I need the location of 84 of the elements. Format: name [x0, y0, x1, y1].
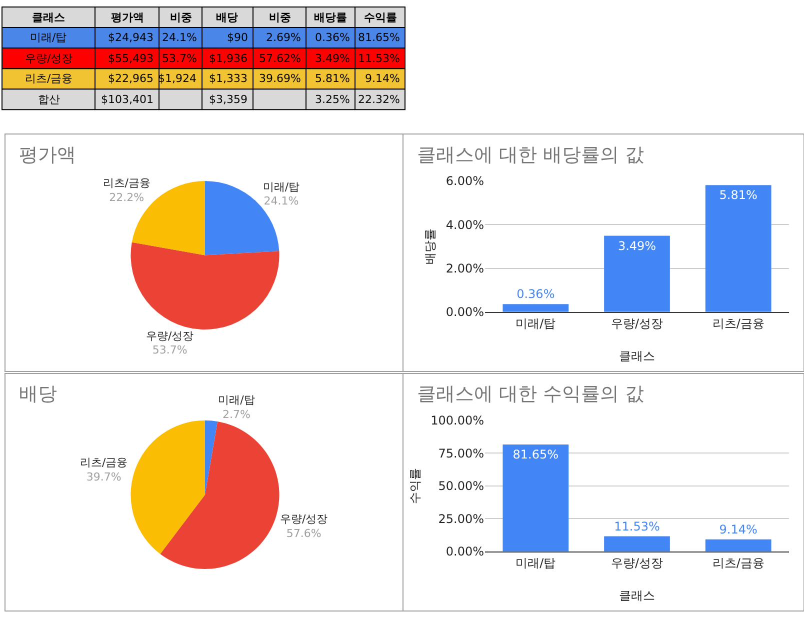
bar [502, 444, 569, 552]
pie-slice [130, 242, 280, 330]
text: 5.81% [315, 72, 350, 85]
bar [604, 236, 670, 312]
y-tick-label: 0.00% [446, 544, 484, 559]
text: 57.62% [259, 52, 301, 65]
x-axis-title: 클래스 [619, 588, 655, 603]
text: $1,333 [209, 72, 248, 85]
text: $24,943 [108, 31, 154, 44]
bar [705, 185, 772, 312]
data-label: 9.14% [719, 522, 758, 536]
text: $22,965 [108, 72, 154, 85]
y-tick-label: 50.00% [438, 479, 484, 494]
y-tick-label: 6.00% [446, 174, 484, 188]
y-axis-title: 배당률 [423, 228, 438, 264]
text: 3.25% [315, 93, 350, 106]
text: 비중 [170, 11, 192, 24]
slice-label: 리츠/금융 [80, 456, 128, 470]
text: 3.49% [315, 52, 350, 65]
text: 합산 [38, 93, 60, 106]
y-tick-label: 0.00% [446, 305, 484, 320]
text: 2.69% [266, 31, 301, 44]
x-axis-title: 클래스 [619, 349, 655, 364]
slice-label: 우량/성장 [146, 329, 194, 342]
text: 리츠/금융 [25, 72, 73, 85]
text: $3,359 [209, 93, 248, 106]
text: $1,936 [209, 52, 248, 65]
data-label: 5.81% [719, 188, 758, 202]
slice-label: 미래/탑 [218, 393, 255, 406]
y-tick-label: 2.00% [446, 261, 484, 276]
x-tick-label: 리츠/금융 [712, 316, 764, 330]
chart-title: 클래스에 대한 배당률의 값 [417, 144, 644, 166]
text: 비중 [269, 11, 291, 24]
text: 배당률 [314, 11, 347, 24]
text: 53.7% [162, 52, 197, 65]
text: 22.32% [358, 93, 400, 106]
text: 0.36% [315, 31, 350, 44]
pie-slice [205, 420, 218, 495]
data-label: 2.7% [222, 408, 250, 421]
text: $103,401 [101, 93, 154, 106]
x-tick-label: 리츠/금융 [712, 556, 764, 570]
text: 평가액 [111, 11, 144, 24]
x-tick-label: 우량/성장 [610, 556, 664, 570]
data-label: 39.7% [86, 470, 122, 484]
text: 미래/탑 [30, 31, 67, 44]
text: 배당 [216, 11, 238, 24]
chart-title: 배당 [19, 383, 57, 405]
text: $55,493 [108, 52, 154, 65]
bar [705, 539, 772, 552]
bar [502, 304, 569, 312]
data-label: 57.6% [286, 527, 322, 540]
y-axis-title: 수익률 [408, 468, 422, 504]
x-tick-label: 미래/탑 [516, 556, 556, 570]
slice-label: 미래/탑 [262, 180, 300, 194]
text: $90 [227, 31, 248, 44]
text: 81.65% [358, 31, 400, 44]
slice-label: 우량/성장 [280, 512, 328, 526]
text: 수익률 [364, 11, 397, 24]
y-tick-label: 4.00% [446, 218, 484, 232]
data-label: 24.1% [264, 194, 299, 208]
text: 클래스 [32, 11, 65, 24]
text: 24.1% [162, 31, 197, 44]
y-tick-label: 25.00% [438, 512, 484, 526]
x-tick-label: 우량/성장 [610, 316, 664, 330]
text: $1,924 [158, 72, 196, 85]
data-label: 81.65% [512, 447, 559, 462]
y-tick-label: 75.00% [438, 446, 484, 460]
chart-title: 클래스에 대한 수익률의 값 [417, 383, 644, 405]
chart-title: 평가액 [19, 144, 76, 166]
data-label: 11.53% [614, 519, 660, 534]
data-label: 3.49% [618, 238, 656, 253]
x-tick-label: 미래/탑 [516, 316, 556, 330]
data-label: 22.2% [109, 190, 144, 204]
y-tick-label: 100.00% [430, 414, 484, 428]
slice-label: 리츠/금융 [102, 176, 150, 190]
text: 39.69% [259, 72, 301, 85]
pie-slice [130, 420, 205, 554]
text: 11.53% [358, 52, 400, 65]
pie-slice [160, 421, 280, 569]
bar [604, 536, 670, 552]
text: 9.14% [365, 72, 400, 85]
text: 우량/성장 [25, 52, 73, 65]
data-label: 0.36% [516, 287, 555, 302]
data-label: 53.7% [152, 344, 188, 357]
